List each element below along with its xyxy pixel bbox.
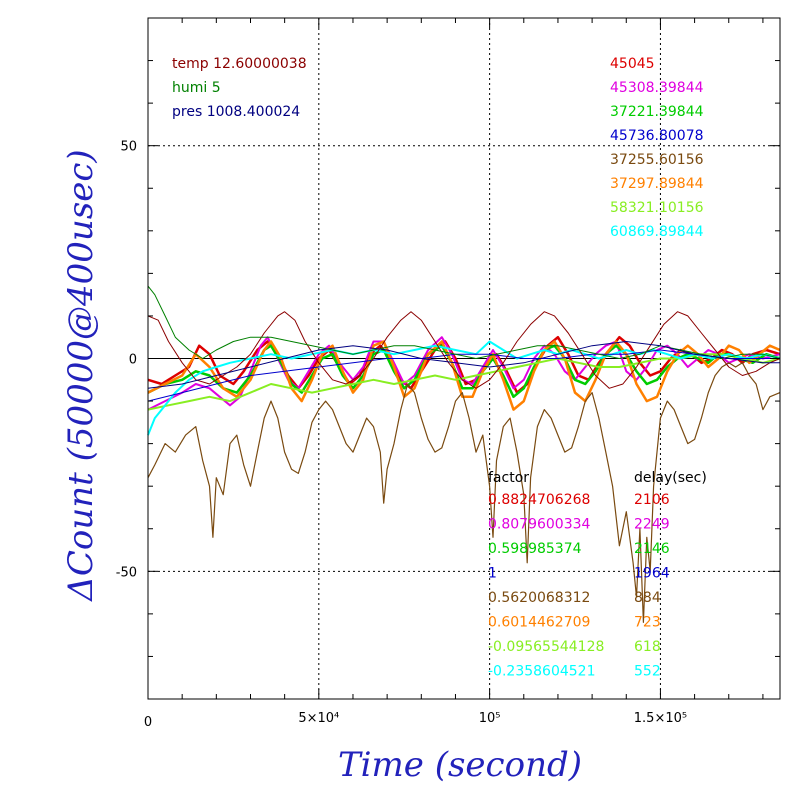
delay-value: 2249 bbox=[634, 517, 670, 533]
factor-value: 0.8824706268 bbox=[488, 492, 590, 508]
count-legend-entry: 37255.60156 bbox=[610, 152, 704, 168]
factor-value: 0.6014462709 bbox=[488, 615, 590, 631]
count-legend-entry: 45308.39844 bbox=[610, 80, 704, 96]
count-legend-entry: 37221.39844 bbox=[610, 104, 704, 120]
env-legend-entry: pres 1008.400024 bbox=[172, 104, 300, 120]
factor-value: 0.598985374 bbox=[488, 541, 582, 557]
y-tick-label: 50 bbox=[120, 140, 137, 155]
x-tick-label: 0 bbox=[144, 715, 152, 730]
env-legend: temp 12.60000038 humi 5 pres 1008.400024 bbox=[172, 56, 307, 120]
count-legend-entry: 60869.89844 bbox=[610, 224, 704, 240]
factor-value: 1 bbox=[488, 566, 497, 582]
y-tick-label: -50 bbox=[116, 565, 137, 580]
count-legend-entry: 58321.10156 bbox=[610, 200, 704, 216]
x-axis-title: Time (second) bbox=[338, 745, 582, 785]
factor-value: -0.09565544128 bbox=[488, 639, 604, 655]
series-line-0 bbox=[147, 335, 781, 394]
count-legend-entry: 45045 bbox=[610, 56, 655, 72]
delay-header: delay(sec) bbox=[634, 470, 707, 486]
delay-value: 2146 bbox=[634, 541, 670, 557]
series-line-8 bbox=[147, 311, 781, 389]
delay-value: 552 bbox=[634, 664, 661, 680]
x-tick-label: 1.5×10⁵ bbox=[634, 711, 687, 726]
env-legend-entry: humi 5 bbox=[172, 80, 221, 96]
series-line-3 bbox=[147, 340, 781, 411]
series-line-5 bbox=[147, 353, 781, 411]
x-tick-label: 5×10⁴ bbox=[298, 711, 339, 726]
factor-value: 0.8079600334 bbox=[488, 517, 591, 533]
delay-value: 1964 bbox=[634, 566, 670, 582]
count-legend-entry: 37297.89844 bbox=[610, 176, 704, 192]
delay-value: 884 bbox=[634, 590, 661, 606]
series-lines bbox=[147, 285, 781, 623]
series-line-10 bbox=[147, 341, 780, 389]
series-line-4 bbox=[147, 362, 781, 623]
axis-ticks: 0 5×10⁴ 10⁵ 1.5×10⁵ -50 0 50 bbox=[116, 18, 780, 730]
factor-value: -0.2358604521 bbox=[488, 664, 595, 680]
delay-value: 618 bbox=[634, 639, 661, 655]
y-axis-title: ΔCount (50000@400usec) bbox=[61, 149, 101, 602]
factor-value: 0.5620068312 bbox=[488, 590, 590, 606]
series-line-6 bbox=[147, 340, 781, 436]
x-tick-label: 10⁵ bbox=[479, 711, 501, 726]
count-legend: 45045 45308.39844 37221.39844 45736.80078 37… bbox=[610, 56, 704, 240]
series-line-7 bbox=[147, 349, 780, 402]
count-legend-entry: 45736.80078 bbox=[610, 128, 704, 144]
delay-value: 2106 bbox=[634, 492, 670, 508]
delay-value: 723 bbox=[634, 615, 661, 631]
env-legend-entry: temp 12.60000038 bbox=[172, 56, 307, 72]
factor-header: factor bbox=[488, 470, 529, 486]
y-tick-label: 0 bbox=[129, 353, 137, 368]
factor-table: factor delay(sec) 0.8824706268 2106 0.8079… bbox=[488, 470, 707, 680]
